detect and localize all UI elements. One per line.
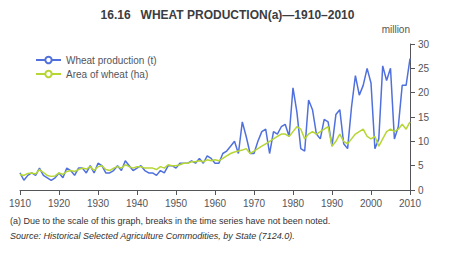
svg-text:16.16 WHEAT PRODUCTION(a)—19: 16.16 WHEAT PRODUCTION(a)—1910–2010 [101,8,355,22]
svg-text:1910: 1910 [9,198,32,209]
svg-text:Wheat production (t): Wheat production (t) [66,55,157,66]
svg-text:1930: 1930 [87,198,110,209]
svg-text:1950: 1950 [165,198,188,209]
svg-text:1980: 1980 [282,198,305,209]
svg-text:15: 15 [418,112,430,123]
svg-text:Source: Historical Selected Ag: Source: Historical Selected Agriculture … [10,231,295,241]
svg-text:5: 5 [418,160,424,171]
svg-text:1940: 1940 [126,198,149,209]
svg-text:20: 20 [418,87,430,98]
svg-text:30: 30 [418,39,430,50]
svg-text:0: 0 [418,185,424,196]
svg-text:10: 10 [418,136,430,147]
svg-text:1990: 1990 [321,198,344,209]
svg-text:1960: 1960 [204,198,227,209]
svg-text:2010: 2010 [399,198,422,209]
svg-text:2000: 2000 [360,198,383,209]
svg-text:million: million [382,24,410,35]
svg-text:Area of wheat (ha): Area of wheat (ha) [66,69,148,80]
svg-text:(a) Due to the scale of this g: (a) Due to the scale of this graph, brea… [10,216,330,226]
svg-text:1920: 1920 [48,198,71,209]
svg-text:1970: 1970 [243,198,266,209]
svg-text:25: 25 [418,63,430,74]
